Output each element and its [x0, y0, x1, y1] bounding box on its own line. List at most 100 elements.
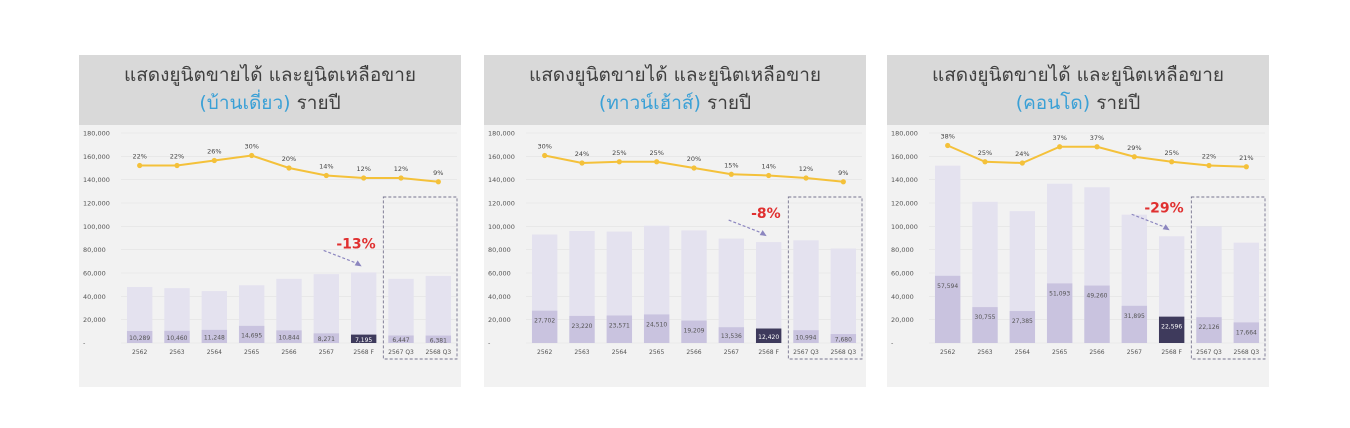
ratio-label: 12% — [799, 165, 813, 173]
ratio-point — [398, 175, 404, 181]
sold-units-bar — [531, 310, 558, 343]
y-tick-label: - — [488, 340, 491, 348]
sold-units-bar — [1121, 305, 1148, 343]
total-units-bar — [350, 272, 377, 343]
chart-svg: 180,000 160,000 140,000 120,000 100,000 80,00… — [488, 130, 863, 360]
x-tick-label: 2564 — [1015, 349, 1030, 356]
sold-value-label: 57,594 — [937, 283, 958, 290]
ratio-point — [1243, 164, 1249, 170]
y-tick-label: 100,000 — [488, 223, 515, 231]
ratio-label: 20% — [687, 155, 701, 163]
x-tick-label: 2567 Q3 — [1196, 349, 1222, 356]
ratio-label: 37% — [1052, 134, 1066, 142]
chart-title: แสดงยูนิตขายได้ และยูนิตเหลือขาย — [931, 64, 1225, 86]
x-tick-label: 2564 — [207, 349, 222, 356]
sold-units-bar — [681, 320, 707, 343]
x-tick-label: 2566 — [281, 349, 296, 356]
ratio-point — [840, 179, 846, 185]
ratio-point — [1057, 144, 1063, 150]
y-tick-label: - — [891, 340, 894, 348]
period-label: รายปี — [1096, 92, 1141, 114]
sold-units-bar — [1009, 311, 1036, 343]
y-tick-label: 120,000 — [891, 200, 918, 208]
x-tick-label: 2565 — [649, 349, 664, 356]
y-tick-label: 20,000 — [488, 316, 511, 324]
sold-value-label: 17,664 — [1236, 329, 1257, 336]
sold-value-label: 22,596 — [1161, 324, 1182, 331]
sold-units-bar — [313, 333, 340, 343]
ratio-label: 20% — [282, 155, 296, 163]
x-tick-label: 2565 — [244, 349, 259, 356]
ratio-point — [323, 172, 329, 179]
total-units-bar — [718, 238, 745, 343]
y-tick-label: 140,000 — [83, 176, 110, 184]
y-tick-label: 160,000 — [891, 153, 918, 161]
ratio-label: 25% — [649, 149, 663, 157]
sold-value-label: 19,209 — [684, 328, 705, 335]
x-tick-label: 2567 — [1127, 349, 1142, 356]
x-tick-label: 2568 Q3 — [830, 349, 856, 356]
ratio-point — [766, 172, 772, 179]
quarter-comparison-box — [1190, 196, 1266, 360]
ratio-label: 37% — [1090, 134, 1104, 142]
change-percent-label: -13% — [336, 236, 375, 252]
ratio-point — [435, 179, 441, 185]
x-tick-label: 2568 F — [1161, 349, 1182, 356]
highlight-sold-bar — [350, 334, 377, 343]
change-arrow — [1131, 213, 1168, 229]
ratio-point — [211, 157, 217, 164]
y-tick-label: 120,000 — [83, 200, 110, 208]
sold-units-bar — [425, 335, 452, 343]
ratio-point — [616, 159, 622, 165]
chart-panel-townhouse: แสดงยูนิตขายได้ และยูนิตเหลือขาย (ทาวน์เ… — [484, 55, 866, 387]
ratio-point — [691, 165, 697, 171]
x-tick-label: 2568 F — [758, 349, 779, 356]
sold-value-label: 14,695 — [241, 332, 262, 339]
sold-units-bar — [126, 330, 153, 343]
sold-units-bar — [1084, 285, 1110, 343]
ratio-point — [361, 175, 367, 181]
change-arrow — [323, 249, 360, 265]
ratio-label: 22% — [1202, 153, 1216, 161]
sold-units-bar — [201, 329, 228, 343]
sold-units-bar — [388, 335, 414, 343]
y-tick-label: 180,000 — [83, 130, 110, 138]
sold-value-label: 30,755 — [975, 314, 996, 321]
ratio-label: 22% — [132, 153, 146, 161]
x-tick-label: 2563 — [574, 349, 589, 356]
highlight-sold-bar — [755, 328, 782, 343]
chart-svg: 180,000 160,000 140,000 120,000 100,000 80,00… — [891, 130, 1266, 360]
x-tick-label: 2567 — [319, 349, 334, 356]
x-tick-label: 2562 — [940, 349, 955, 356]
ratio-label: 14% — [761, 163, 775, 171]
ratio-point — [803, 175, 809, 181]
y-tick-label: 100,000 — [891, 223, 918, 231]
y-tick-label: - — [83, 340, 86, 348]
sold-units-bar — [718, 327, 745, 343]
sold-units-bar — [606, 315, 633, 343]
y-tick-label: 160,000 — [488, 153, 515, 161]
total-units-bar — [425, 275, 452, 343]
y-tick-label: 180,000 — [891, 130, 918, 138]
x-tick-label: 2568 Q3 — [425, 349, 451, 356]
y-tick-label: 120,000 — [488, 200, 515, 208]
chart-header: แสดงยูนิตขายได้ และยูนิตเหลือขาย (บ้านเด… — [79, 55, 461, 125]
ratio-point — [1169, 159, 1175, 165]
y-tick-label: 80,000 — [891, 246, 914, 254]
highlight-sold-bar — [1158, 316, 1185, 343]
ratio-point — [1094, 144, 1100, 150]
y-tick-label: 160,000 — [83, 153, 110, 161]
y-tick-label: 180,000 — [488, 130, 515, 138]
sold-value-label: 27,385 — [1012, 318, 1033, 325]
total-units-bar — [793, 240, 819, 343]
sold-value-label: 6,447 — [392, 337, 409, 344]
ratio-label: 9% — [433, 169, 443, 177]
chart-subtitle: (คอนโด) รายปี — [887, 90, 1269, 116]
sold-units-bar — [934, 275, 961, 343]
x-tick-label: 2566 — [686, 349, 701, 356]
chart-header: แสดงยูนิตขายได้ และยูนิตเหลือขาย (คอนโด)… — [887, 55, 1269, 125]
sold-units-bar — [238, 325, 265, 343]
change-arrow-head — [759, 230, 767, 237]
ratio-label: 38% — [940, 133, 954, 141]
chart-subtitle: (บ้านเดี่ยว) รายปี — [79, 90, 461, 116]
